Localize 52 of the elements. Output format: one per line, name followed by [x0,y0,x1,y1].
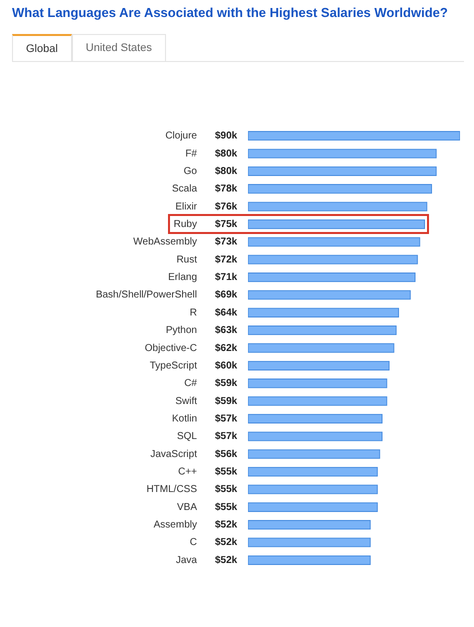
y-tick-label: C [190,537,197,548]
data-label: $57k [215,413,238,424]
data-label: $55k [215,466,238,478]
y-tick-label: Clojure [165,130,198,142]
y-tick-label: Objective-C [144,342,197,354]
y-tick-label: C++ [178,466,198,478]
y-tick-label: Bash/Shell/PowerShell [96,290,197,301]
data-label: $56k [215,448,238,460]
tab-bar: Global United States [12,34,464,62]
data-label: $59k [215,378,238,390]
y-tick-label: Erlang [168,272,197,284]
data-label: $62k [215,342,238,354]
y-tick-label: Elixir [175,201,198,212]
y-tick-label: Java [176,554,198,566]
y-tick-label: WebAssembly [133,236,197,248]
data-label: $73k [215,236,238,248]
y-tick-label: Kotlin [172,413,197,424]
data-label: $57k [215,431,238,442]
data-label: $71k [215,272,238,284]
y-tick-label: TypeScript [150,360,198,372]
data-label: $75k [215,218,238,230]
data-label: $52k [215,520,238,531]
data-label: $52k [215,554,238,566]
y-tick-label: HTML/CSS [146,484,198,496]
y-tick-label: Python [166,325,197,336]
y-tick-label: Rust [176,254,198,266]
data-label: $69k [215,290,238,301]
y-tick-label: R [190,307,197,318]
data-label: $90k [215,130,238,142]
data-label: $76k [215,201,238,212]
data-label: $78k [215,184,238,195]
data-label: $55k [215,484,238,496]
data-label: $64k [215,307,238,318]
data-label: $80k [215,148,238,160]
y-tick-label: C# [184,378,198,390]
y-tick-label: VBA [176,502,198,513]
y-tick-label: Swift [175,396,198,407]
y-tick-label: Ruby [174,218,197,230]
data-label: $52k [215,537,238,548]
y-tick-label: Assembly [154,520,197,531]
data-label: $72k [215,254,238,266]
y-tick-label: Scala [172,184,198,195]
y-tick-label: SQL [176,431,198,442]
y-tick-label: JavaScript [150,448,198,460]
chart-title: What Languages Are Associated with the Highest Salaries Worldwide? [12,5,448,20]
data-label: $59k [215,396,238,407]
data-label: $55k [215,502,238,513]
y-tick-label: Go [184,166,198,177]
y-tick-label: F# [185,148,198,160]
data-label: $80k [215,166,238,177]
data-label: $60k [215,360,238,372]
data-label: $63k [215,325,238,336]
